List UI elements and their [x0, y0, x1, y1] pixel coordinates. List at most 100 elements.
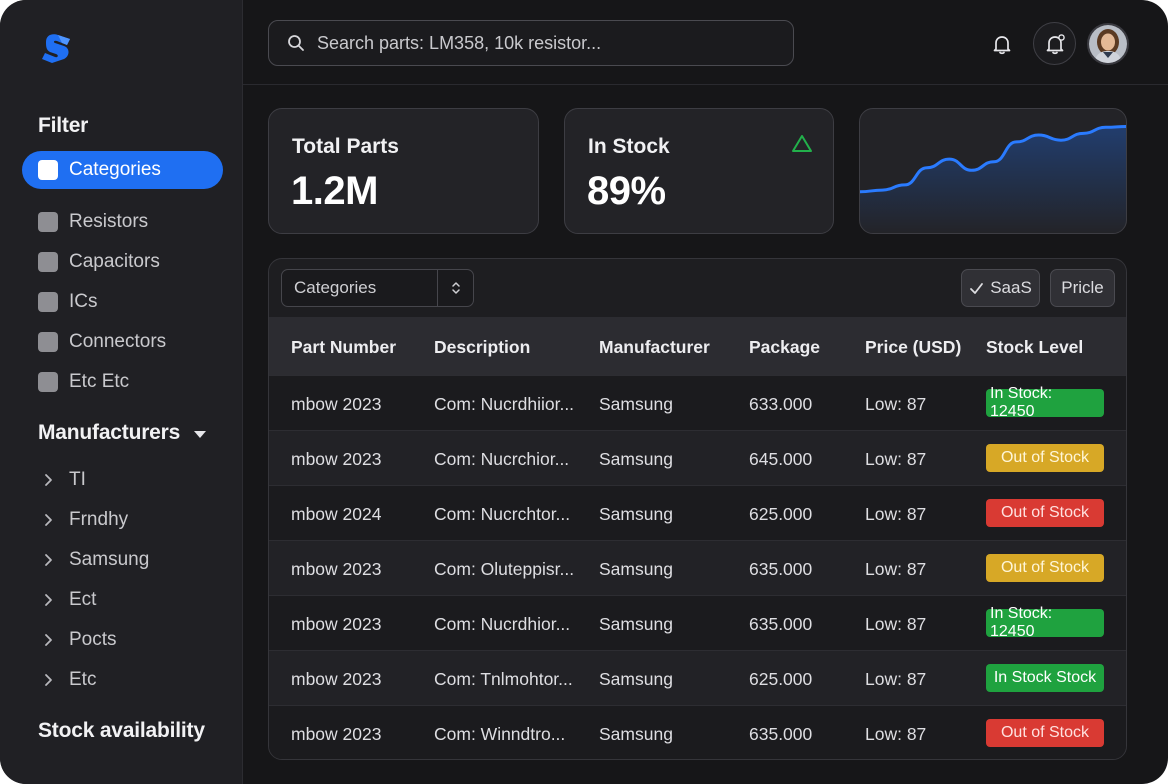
- table-row[interactable]: mbow 2024 Com: Nucrchtor... Samsung 625.000…: [269, 485, 1126, 540]
- notifications-button[interactable]: [1033, 22, 1076, 65]
- cell-package: 633.000: [749, 394, 813, 414]
- check-icon: [970, 282, 984, 294]
- table-row[interactable]: mbow 2023 Com: Nucrdhior... Samsung 635.000…: [269, 595, 1126, 650]
- search-input[interactable]: [317, 32, 757, 54]
- column-header-manufacturer[interactable]: Manufacturer: [599, 337, 710, 357]
- cell-package: 635.000: [749, 614, 813, 634]
- cell-manufacturer: Samsung: [599, 504, 673, 524]
- price-chip-label: Pricle: [1061, 278, 1104, 297]
- manufacturer-item-ti[interactable]: TI: [42, 467, 86, 493]
- stock-status-badge: In Stock: 12450: [986, 605, 1104, 640]
- price-filter-chip[interactable]: Pricle: [1050, 269, 1115, 307]
- category-label: Capacitors: [69, 251, 160, 272]
- chevron-right-icon: [45, 474, 52, 486]
- table-row[interactable]: mbow 2023 Com: Nucrchior... Samsung 645.000…: [269, 430, 1126, 485]
- saas-chip-label: SaaS: [990, 278, 1032, 297]
- in-stock-card: In Stock 89%: [564, 108, 834, 234]
- cell-part-number: mbow 2024: [291, 504, 382, 524]
- user-avatar[interactable]: [1087, 23, 1129, 65]
- manufacturers-toggle[interactable]: Manufacturers: [38, 421, 207, 445]
- chevron-right-icon: [45, 554, 52, 566]
- search-icon: [288, 35, 304, 51]
- search-bar[interactable]: [268, 20, 794, 66]
- column-header-price[interactable]: Price (USD): [865, 337, 962, 357]
- column-header-description[interactable]: Description: [434, 337, 531, 357]
- cell-manufacturer: Samsung: [599, 449, 673, 469]
- sparkline-area: [860, 126, 1126, 233]
- stock-trend-card: [859, 108, 1127, 234]
- column-header-stock-level[interactable]: Stock Level: [986, 337, 1084, 357]
- cell-package: 625.000: [749, 504, 813, 524]
- notification-bell-icon: [1046, 33, 1065, 54]
- cell-part-number: mbow 2023: [291, 724, 382, 744]
- chevron-right-icon: [45, 634, 52, 646]
- table-row[interactable]: mbow 2023 Com: Tnlmohtor... Samsung 625.000…: [269, 650, 1126, 705]
- category-item-connectors[interactable]: Connectors: [38, 329, 166, 355]
- cell-package: 625.000: [749, 669, 813, 689]
- category-item-etc[interactable]: Etc Etc: [38, 369, 129, 395]
- cell-part-number: mbow 2023: [291, 614, 382, 634]
- cell-price: Low: 87: [865, 504, 927, 524]
- stock-status-badge: In Stock: 12450: [986, 385, 1104, 420]
- stock-status-badge: Out of Stock: [986, 554, 1104, 582]
- category-checkbox[interactable]: [38, 292, 58, 312]
- avatar-image: [1089, 25, 1127, 63]
- column-header-package[interactable]: Package: [749, 337, 821, 357]
- manufacturer-item-frndhy[interactable]: Frndhy: [42, 507, 128, 533]
- cell-description: Com: Nucrdhiior...: [434, 394, 575, 414]
- category-select-value: Categories: [294, 278, 377, 297]
- cell-part-number: mbow 2023: [291, 394, 382, 414]
- chevron-right-icon: [45, 514, 52, 526]
- category-checkbox[interactable]: [38, 160, 58, 180]
- manufacturer-label: Ect: [69, 589, 97, 610]
- table-row[interactable]: mbow 2023 Com: Oluteppisr... Samsung 635.00…: [269, 540, 1126, 595]
- manufacturer-item-etc[interactable]: Etc: [42, 667, 96, 693]
- header-divider: [243, 84, 1168, 85]
- manufacturer-label: TI: [69, 469, 86, 490]
- table-row[interactable]: mbow 2023 Com: Nucrdhiior... Samsung 633.00…: [269, 375, 1126, 430]
- stock-availability-heading[interactable]: Stock availability: [38, 719, 205, 742]
- column-header-part-number[interactable]: Part Number: [291, 337, 397, 357]
- cell-description: Com: Nucrchior...: [434, 449, 570, 469]
- cell-manufacturer: Samsung: [599, 724, 673, 744]
- filter-heading: Filter: [38, 114, 89, 137]
- chevron-right-icon: [45, 594, 52, 606]
- category-item-resistors[interactable]: Resistors: [38, 209, 148, 235]
- cell-description: Com: Nucrdhior...: [434, 614, 571, 634]
- category-checkbox[interactable]: [38, 252, 58, 272]
- category-item-ics[interactable]: ICs: [38, 289, 98, 315]
- manufacturer-item-pocts[interactable]: Pocts: [42, 627, 117, 653]
- category-checkbox[interactable]: [38, 372, 58, 392]
- total-parts-label: Total Parts: [292, 135, 399, 158]
- bell-icon[interactable]: [990, 32, 1014, 56]
- category-label: Connectors: [69, 331, 167, 352]
- category-item-categories[interactable]: Categories: [22, 151, 223, 189]
- cell-package: 635.000: [749, 724, 813, 744]
- saas-filter-chip[interactable]: SaaS: [961, 269, 1040, 307]
- manufacturer-label: Frndhy: [69, 509, 129, 530]
- cell-price: Low: 87: [865, 669, 927, 689]
- table-header: Part Number Description Manufacturer Pac…: [269, 317, 1126, 375]
- category-label: Resistors: [69, 211, 149, 232]
- cell-price: Low: 87: [865, 449, 927, 469]
- manufacturer-item-ect[interactable]: Ect: [42, 587, 96, 613]
- cell-manufacturer: Samsung: [599, 394, 673, 414]
- manufacturer-item-samsung[interactable]: Samsung: [42, 547, 149, 573]
- category-select[interactable]: Categories: [281, 269, 474, 307]
- app-logo-icon[interactable]: [36, 26, 76, 66]
- category-label: Etc Etc: [69, 371, 130, 392]
- stock-status-badge: In Stock Stock: [986, 664, 1104, 692]
- cell-part-number: mbow 2023: [291, 669, 382, 689]
- category-label: ICs: [69, 291, 98, 312]
- parts-table-panel: Categories SaaS Pricle Part Number Descr…: [268, 258, 1127, 760]
- category-item-capacitors[interactable]: Capacitors: [38, 249, 160, 275]
- cell-description: Com: Tnlmohtor...: [434, 669, 573, 689]
- cell-description: Com: Nucrchtor...: [434, 504, 571, 524]
- category-checkbox[interactable]: [38, 212, 58, 232]
- category-checkbox[interactable]: [38, 332, 58, 352]
- table-row[interactable]: mbow 2023 Com: Winndtro... Samsung 635.000 L…: [269, 705, 1126, 759]
- total-parts-card: Total Parts 1.2M: [268, 108, 539, 234]
- stock-status-badge: Out of Stock: [986, 719, 1104, 747]
- manufacturers-heading: Manufacturers: [38, 421, 181, 444]
